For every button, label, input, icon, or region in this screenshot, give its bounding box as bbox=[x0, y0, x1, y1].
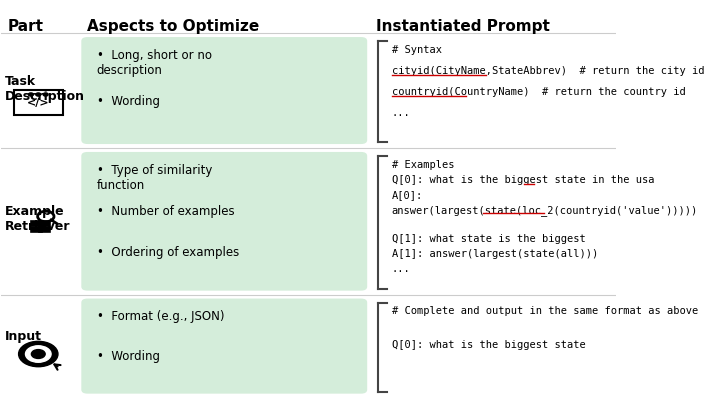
Text: Instantiated Prompt: Instantiated Prompt bbox=[376, 19, 550, 34]
Text: # Examples: # Examples bbox=[392, 160, 455, 170]
Text: •  Ordering of examples: • Ordering of examples bbox=[96, 246, 239, 259]
Text: cityid(CityName,StateAbbrev)  # return the city id: cityid(CityName,StateAbbrev) # return th… bbox=[392, 66, 704, 76]
Text: Example
Retriever: Example Retriever bbox=[4, 205, 70, 233]
FancyBboxPatch shape bbox=[81, 37, 367, 144]
FancyBboxPatch shape bbox=[39, 221, 50, 226]
Circle shape bbox=[36, 93, 41, 96]
Text: Q[0]: what is the biggest state in the usa: Q[0]: what is the biggest state in the u… bbox=[392, 175, 654, 185]
FancyBboxPatch shape bbox=[31, 227, 42, 232]
Text: </>: </> bbox=[27, 98, 49, 108]
Circle shape bbox=[25, 346, 51, 362]
FancyBboxPatch shape bbox=[81, 298, 367, 394]
Text: A[1]: answer(largest(state(all))): A[1]: answer(largest(state(all))) bbox=[392, 249, 598, 259]
Text: Aspects to Optimize: Aspects to Optimize bbox=[88, 19, 260, 34]
Text: •  Number of examples: • Number of examples bbox=[96, 205, 234, 218]
Text: Task
Description: Task Description bbox=[4, 75, 85, 103]
Text: Part: Part bbox=[7, 19, 44, 34]
Text: •  Type of similarity
function: • Type of similarity function bbox=[96, 164, 212, 192]
Circle shape bbox=[31, 350, 45, 358]
Text: A[0]:: A[0]: bbox=[392, 190, 423, 200]
Text: Q[1]: what state is the biggest: Q[1]: what state is the biggest bbox=[392, 235, 586, 245]
FancyBboxPatch shape bbox=[31, 221, 42, 226]
FancyBboxPatch shape bbox=[14, 90, 63, 115]
Text: ...: ... bbox=[392, 264, 410, 274]
Text: Q[0]: what is the biggest state: Q[0]: what is the biggest state bbox=[392, 340, 586, 350]
Text: •  Wording: • Wording bbox=[96, 95, 160, 107]
Text: countryid(CountryName)  # return the country id: countryid(CountryName) # return the coun… bbox=[392, 87, 686, 97]
Circle shape bbox=[19, 342, 58, 367]
Text: # Syntax: # Syntax bbox=[392, 45, 442, 55]
Text: Input: Input bbox=[4, 330, 41, 343]
Text: •  Wording: • Wording bbox=[96, 350, 160, 363]
Circle shape bbox=[28, 93, 33, 96]
Text: ...: ... bbox=[392, 109, 410, 119]
Text: # Complete and output in the same format as above: # Complete and output in the same format… bbox=[392, 306, 698, 316]
FancyBboxPatch shape bbox=[81, 152, 367, 290]
Text: answer(largest(state(loc_2(countryid('value'))))): answer(largest(state(loc_2(countryid('va… bbox=[392, 205, 698, 215]
Text: •  Format (e.g., JSON): • Format (e.g., JSON) bbox=[96, 310, 224, 324]
Text: •  Long, short or no
description: • Long, short or no description bbox=[96, 49, 212, 77]
FancyBboxPatch shape bbox=[39, 227, 50, 232]
Circle shape bbox=[44, 93, 48, 96]
